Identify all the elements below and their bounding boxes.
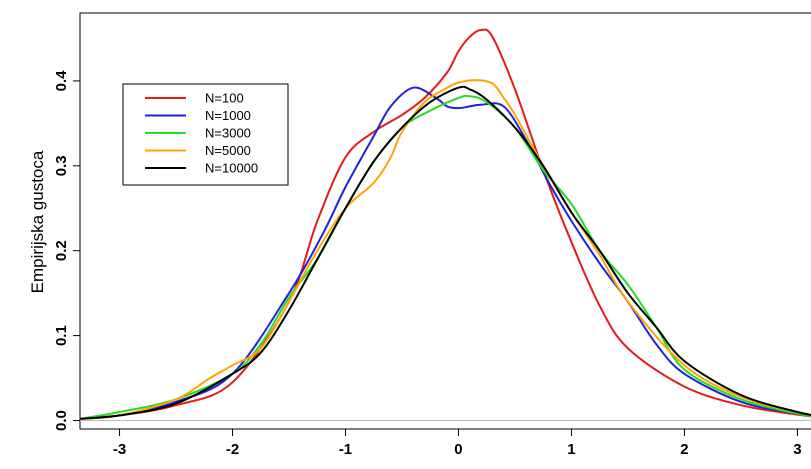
series-line [79, 79, 811, 420]
series-line [79, 85, 811, 420]
x-tick-label: 3 [793, 441, 801, 458]
x-tick-label: -2 [226, 441, 239, 458]
y-tick-label: 0.1 [53, 325, 70, 346]
x-tick-label: -1 [339, 441, 352, 458]
legend-label: N=5000 [205, 143, 251, 158]
series-line [79, 94, 811, 420]
legend-label: N=100 [205, 91, 244, 106]
legend-label: N=10000 [205, 161, 258, 176]
y-tick-label: 0.3 [53, 155, 70, 176]
x-tick-label: -3 [113, 441, 126, 458]
y-axis-label: Empirijska gustoca [28, 150, 47, 293]
y-tick-label: 0.0 [53, 410, 70, 431]
series-line [79, 86, 811, 420]
plot-frame [79, 12, 811, 430]
y-tick-label: 0.2 [53, 240, 70, 261]
y-axis: 0.0 0.1 0.2 0.3 0.4 [53, 70, 80, 431]
legend-label: N=1000 [205, 108, 251, 123]
x-tick-label: 0 [454, 441, 462, 458]
series-lines [79, 28, 811, 420]
x-tick-label: 2 [680, 441, 688, 458]
legend: N=100 N=1000 N=3000 N=5000 N=10000 [122, 83, 289, 186]
x-axis: -3 -2 -1 0 1 2 3 [113, 429, 802, 458]
x-tick-label: 1 [567, 441, 575, 458]
legend-label: N=3000 [205, 126, 251, 141]
y-tick-label: 0.4 [53, 70, 70, 92]
